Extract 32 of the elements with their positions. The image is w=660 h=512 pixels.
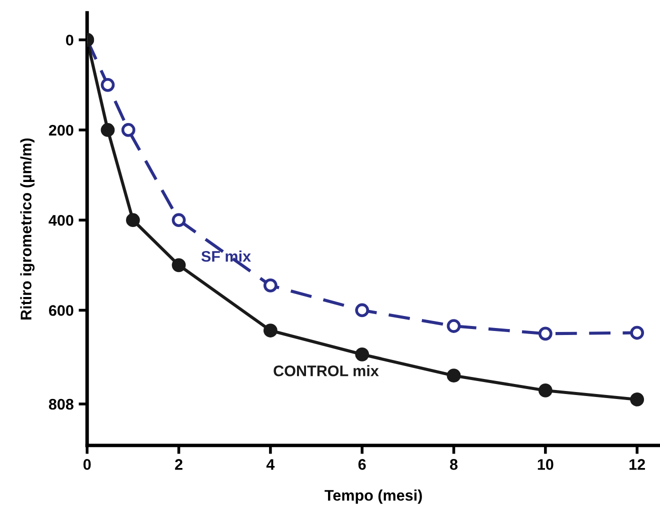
point xyxy=(121,123,136,137)
point xyxy=(126,213,140,228)
x-tick-label: 10 xyxy=(538,459,554,470)
x-tick-label: 0 xyxy=(83,459,91,470)
point xyxy=(538,384,552,398)
point xyxy=(100,78,115,92)
point xyxy=(172,213,186,228)
x-tick-label: 12 xyxy=(630,459,645,470)
x-tick-label: 2 xyxy=(175,459,182,470)
point xyxy=(172,258,186,272)
point xyxy=(263,278,278,292)
point xyxy=(355,347,370,362)
series-label: SF mix xyxy=(201,250,251,262)
point xyxy=(630,392,644,406)
y-tick-label: 600 xyxy=(48,305,74,316)
point xyxy=(630,326,644,340)
point xyxy=(538,326,552,341)
series-label: CONTROL mix xyxy=(274,365,379,376)
x-tick-label: 6 xyxy=(358,459,366,470)
y-axis-title: Ritiro igrometrico (µm/m) xyxy=(20,138,35,320)
x-tick-label: 4 xyxy=(266,459,275,470)
y-tick-label: 400 xyxy=(48,214,74,226)
y-tick-label: 200 xyxy=(48,124,74,136)
point xyxy=(263,324,278,338)
y-tick-label: 808 xyxy=(48,398,74,410)
point xyxy=(100,123,115,137)
point xyxy=(446,319,461,333)
point xyxy=(355,303,370,318)
y-tick-label: 0 xyxy=(66,34,74,46)
x-tick-label: 8 xyxy=(450,459,458,470)
point xyxy=(446,368,461,383)
x-axis-title: Tempo (mesi) xyxy=(324,490,422,504)
